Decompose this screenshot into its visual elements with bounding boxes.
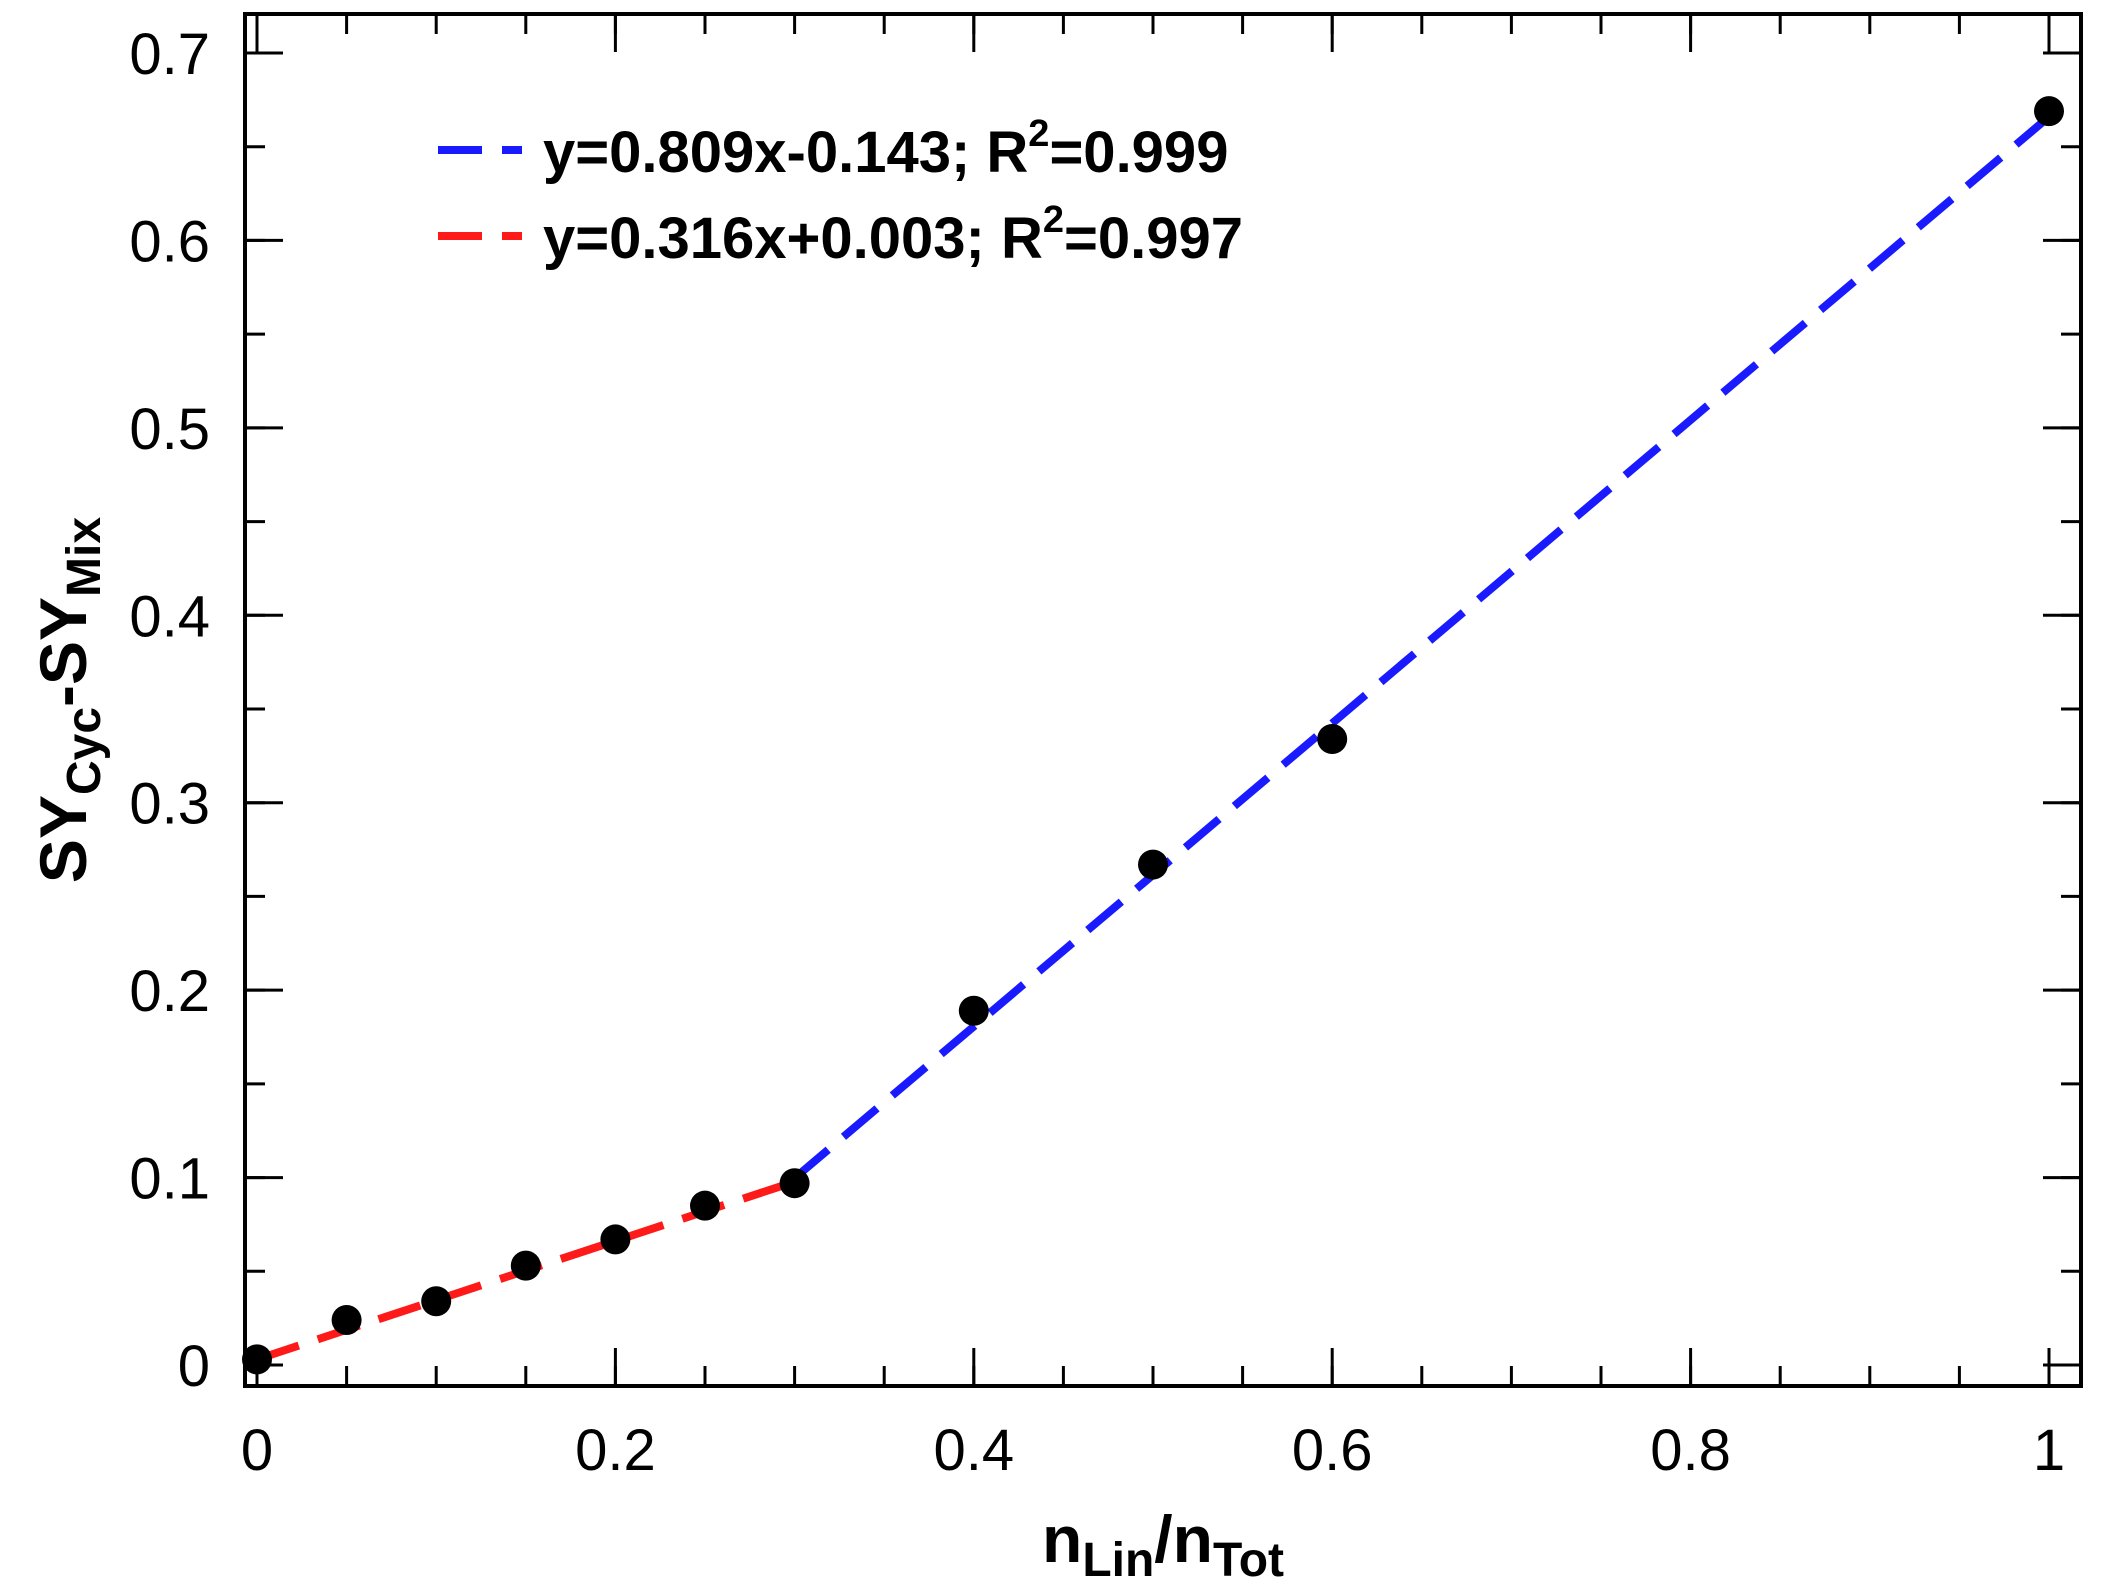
- data-point: [331, 1305, 362, 1336]
- y-tick-label: 0.2: [129, 959, 210, 1024]
- data-point: [421, 1286, 452, 1317]
- y-tick-labels: 0 0.1 0.2 0.3 0.4 0.5 0.6 0.7: [129, 22, 210, 1399]
- plot-frame: [243, 12, 2083, 1388]
- data-point: [1317, 723, 1348, 754]
- legend-label-blue-suffix: =0.999: [1049, 120, 1228, 185]
- x-tick-label: 1: [2033, 1418, 2065, 1483]
- legend-label-red-suffix: =0.997: [1064, 206, 1243, 271]
- legend-label-blue: y=0.809x-0.143; R2=0.999: [543, 113, 1228, 185]
- y-axis-title-s2: Mix: [58, 517, 111, 597]
- y-tick-label: 0.3: [129, 772, 210, 837]
- x-axis-title-sub1: Lin: [1082, 1534, 1154, 1581]
- y-tick-label: 0.4: [129, 584, 210, 649]
- data-point: [2034, 96, 2064, 127]
- data-point: [510, 1250, 541, 1281]
- y-tick-label: 0.5: [129, 397, 210, 462]
- x-axis-title-slash: /n: [1154, 1502, 1213, 1576]
- data-points: [242, 96, 2064, 1375]
- y-axis-title-p2: -SY: [26, 597, 100, 707]
- x-tick-label: 0: [241, 1418, 273, 1483]
- data-point: [958, 995, 989, 1026]
- x-tick-label: 0.8: [1650, 1418, 1731, 1483]
- legend-label-blue-sup: 2: [1028, 113, 1049, 155]
- x-tick-label: 0.4: [933, 1418, 1014, 1483]
- data-point: [690, 1190, 720, 1221]
- x-axis-title-main: n: [1042, 1502, 1082, 1576]
- data-point: [1138, 849, 1168, 880]
- y-tick-label: 0: [178, 1334, 210, 1399]
- legend-label-red: y=0.316x+0.003; R2=0.997: [543, 199, 1243, 271]
- y-tick-label: 0.6: [129, 209, 210, 274]
- fit-line-0: [792, 113, 2052, 1182]
- x-tick-label: 0.2: [575, 1418, 656, 1483]
- x-tick-label: 0.6: [1292, 1418, 1373, 1483]
- legend-label-blue-prefix: y=0.809x-0.143; R: [543, 120, 1028, 185]
- legend: y=0.809x-0.143; R2=0.999 y=0.316x+0.003;…: [438, 113, 1243, 271]
- legend-label-red-sup: 2: [1043, 199, 1064, 241]
- y-tick-label: 0.1: [129, 1147, 210, 1212]
- x-axis-title-sub2: Tot: [1213, 1534, 1284, 1581]
- y-axis-title: SYCyc-SYMix: [26, 517, 111, 883]
- legend-label-red-prefix: y=0.316x+0.003; R: [543, 206, 1043, 271]
- x-tick-labels: 0 0.2 0.4 0.6 0.8 1: [241, 1418, 2065, 1483]
- data-point: [779, 1168, 810, 1199]
- y-axis-title-s1: Cyc: [58, 707, 111, 795]
- y-axis-title-p1: SY: [26, 795, 100, 883]
- x-axis-title: nLin/nTot: [1042, 1502, 1284, 1581]
- y-tick-label: 0.7: [129, 22, 210, 87]
- data-point: [242, 1344, 272, 1375]
- data-point: [600, 1224, 631, 1255]
